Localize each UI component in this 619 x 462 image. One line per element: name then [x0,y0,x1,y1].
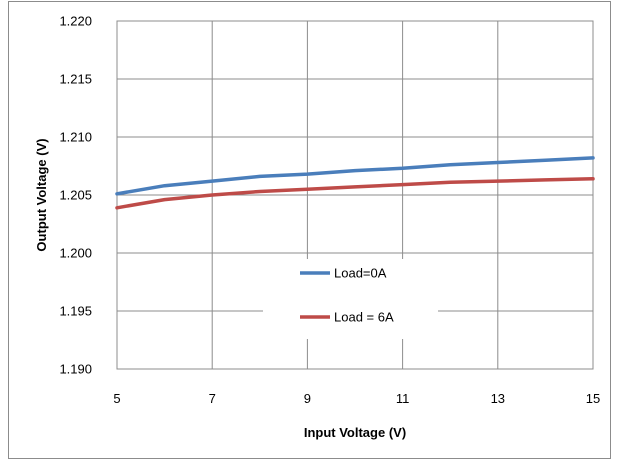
legend-box [263,259,438,339]
x-tick-label: 9 [304,391,311,406]
y-tick-label: 1.195 [59,304,92,319]
x-tick-label: 13 [491,391,505,406]
series-lines [115,156,595,210]
y-tick-label: 1.205 [59,188,92,203]
x-axis-title: Input Voltage (V) [304,425,406,440]
x-tick-label: 5 [113,391,120,406]
legend-label: Load=0A [334,266,387,281]
y-tick-label: 1.210 [59,130,92,145]
y-tick-label: 1.200 [59,246,92,261]
y-tick-label: 1.220 [59,14,92,29]
series-line-1 [115,156,595,196]
x-tick-label: 11 [396,391,410,406]
legend-label: Load = 6A [334,310,394,325]
x-tick-labels: 5 7 9 11 13 15 [113,391,600,406]
y-tick-label: 1.215 [59,72,92,87]
legend: Load=0A Load = 6A [263,259,438,339]
x-tick-label: 7 [209,391,216,406]
x-tick-label: 15 [586,391,600,406]
series-line-2 [115,177,595,210]
chart-frame [8,1,611,459]
y-tick-label: 1.190 [59,362,92,377]
y-axis-title: Output Voltage (V) [34,138,49,251]
y-tick-labels: 1.190 1.195 1.200 1.205 1.210 1.215 1.220 [59,14,92,377]
